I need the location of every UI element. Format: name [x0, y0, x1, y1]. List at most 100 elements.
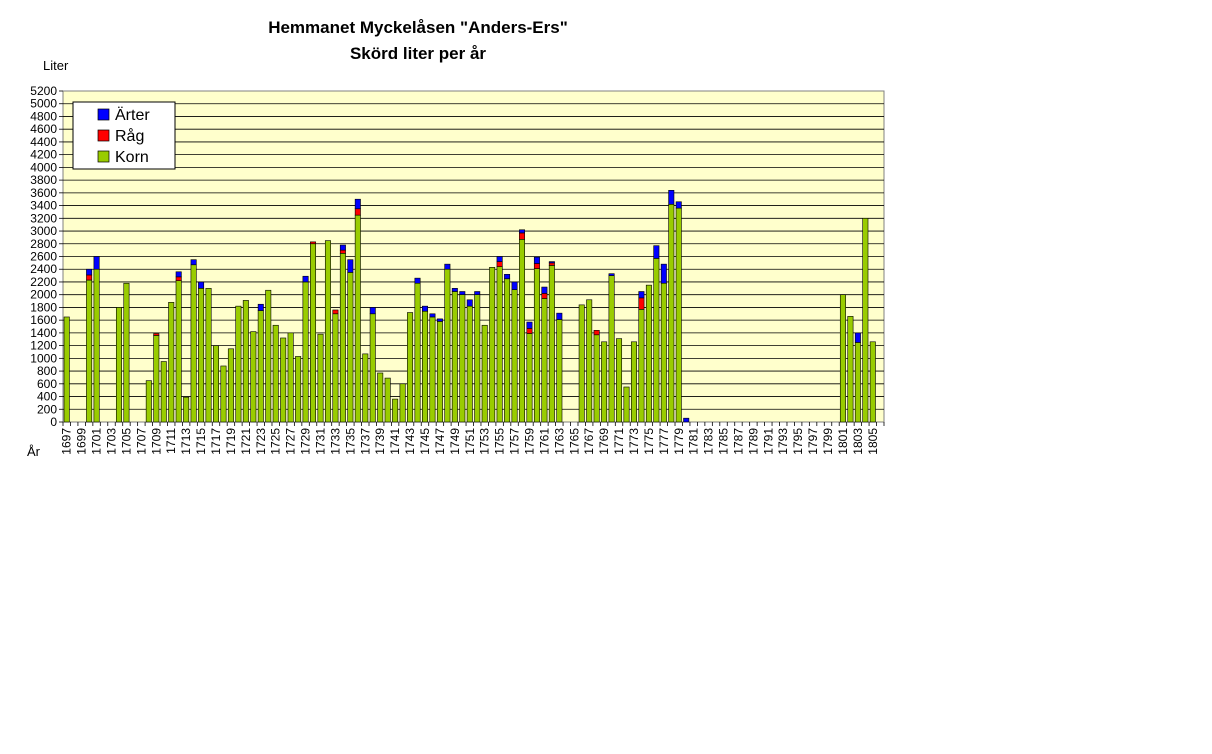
- chart-subtitle: Skörd liter per år: [350, 44, 486, 63]
- x-axis-label: År: [27, 444, 41, 459]
- bar-rag-1755: [496, 261, 503, 267]
- y-tick-label: 800: [37, 364, 57, 378]
- bar-arter-1746: [429, 313, 436, 318]
- x-tick-label: 1715: [194, 428, 208, 455]
- bar-arter-1700: [86, 268, 93, 276]
- x-tick-label: 1719: [224, 428, 238, 455]
- bar-korn-1727: [287, 332, 294, 423]
- bar-rag-1733: [332, 309, 339, 315]
- y-tick-label: 3600: [30, 186, 57, 200]
- y-tick-label: 4800: [30, 109, 57, 123]
- bar-korn-1734: [339, 253, 346, 423]
- x-tick-label: 1727: [284, 428, 298, 455]
- x-tick-label: 1733: [328, 428, 342, 455]
- x-tick-label: 1701: [90, 428, 104, 455]
- x-tick-label: 1741: [388, 428, 402, 455]
- legend-label-rag: Råg: [115, 127, 144, 145]
- x-tick-label: 1757: [508, 428, 522, 455]
- bar-korn-1744: [414, 282, 421, 423]
- bar-arter-1756: [504, 274, 511, 280]
- bar-arter-1712: [175, 271, 182, 278]
- bar-korn-1773: [630, 341, 637, 423]
- x-tick-label: 1699: [75, 428, 89, 455]
- bar-korn-1771: [616, 338, 623, 423]
- bar-korn-1733: [332, 313, 339, 423]
- x-tick-label: 1791: [761, 428, 775, 455]
- y-tick-label: 1800: [30, 300, 57, 314]
- bar-korn-1758: [519, 239, 526, 423]
- x-tick-label: 1723: [254, 428, 268, 455]
- bar-arter-1751: [466, 299, 473, 307]
- bar-korn-1731: [317, 333, 324, 423]
- bar-korn-1741: [392, 398, 399, 423]
- bar-rag-1774: [638, 297, 645, 310]
- legend: Ärter Råg Korn: [72, 101, 176, 170]
- bar-korn-1712: [175, 280, 182, 423]
- bar-korn-1804: [862, 218, 869, 423]
- y-tick-label: 0: [50, 415, 57, 429]
- bar-arter-1776: [653, 245, 660, 259]
- bar-arter-1744: [414, 277, 421, 284]
- x-tick-label: 1771: [612, 428, 626, 455]
- y-tick-label: 4600: [30, 122, 57, 136]
- bar-rag-1700: [86, 274, 93, 281]
- bar-korn-1746: [429, 316, 436, 423]
- bar-rag-1760: [533, 263, 540, 269]
- bar-korn-1774: [638, 309, 645, 423]
- bar-korn-1725: [272, 324, 279, 423]
- bar-korn-1709: [153, 335, 160, 423]
- y-tick-label: 1200: [30, 339, 57, 353]
- bar-korn-1801: [839, 294, 846, 423]
- bar-arter-1763: [556, 312, 563, 320]
- bar-korn-1710: [160, 361, 167, 423]
- x-tick-label: 1751: [463, 428, 477, 455]
- y-tick-label: 1000: [30, 351, 57, 365]
- x-tick-label: 1749: [448, 428, 462, 455]
- bar-korn-1701: [93, 268, 100, 423]
- chart-title: Hemmanet Myckelåsen "Anders-Ers": [268, 18, 568, 37]
- x-tick-label: 1735: [343, 428, 357, 455]
- bar-arter-1750: [459, 291, 466, 295]
- x-tick-label: 1759: [522, 428, 536, 455]
- bar-rag-1758: [519, 232, 526, 240]
- legend-label-korn: Korn: [115, 149, 149, 166]
- bar-korn-1730: [310, 243, 317, 423]
- y-tick-label: 2600: [30, 250, 57, 264]
- bar-arter-1729: [302, 275, 309, 283]
- x-tick-label: 1707: [134, 428, 148, 455]
- bar-korn-1747: [436, 321, 443, 423]
- x-tick-label: 1789: [746, 428, 760, 455]
- bar-arter-1735: [347, 259, 354, 273]
- x-tick-label: 1793: [776, 428, 790, 455]
- bar-arter-1715: [198, 281, 205, 289]
- bar-korn-1760: [533, 268, 540, 423]
- y-tick-label: 3200: [30, 211, 57, 225]
- bar-arter-1770: [608, 273, 615, 276]
- bar-arter-1760: [533, 256, 540, 264]
- bar-korn-1754: [489, 267, 496, 423]
- bar-korn-1711: [168, 302, 175, 423]
- bar-korn-1721: [242, 300, 249, 423]
- y-tick-label: 2400: [30, 262, 57, 276]
- bar-korn-1749: [451, 291, 458, 423]
- bar-rag-1759: [526, 328, 533, 334]
- bar-korn-1763: [556, 319, 563, 423]
- x-tick-label: 1783: [702, 428, 716, 455]
- bar-arter-1738: [369, 307, 376, 315]
- x-tick-label: 1709: [149, 428, 163, 455]
- x-tick-label: 1797: [806, 428, 820, 455]
- bar-korn-1697: [63, 316, 70, 423]
- bar-korn-1767: [586, 299, 593, 423]
- bar-korn-1739: [377, 372, 384, 423]
- bar-korn-1704: [115, 307, 122, 423]
- x-tick-label: 1747: [433, 428, 447, 455]
- bar-korn-1713: [183, 396, 190, 423]
- x-tick-label: 1705: [119, 428, 133, 455]
- bar-arter-1755: [496, 256, 503, 262]
- bar-korn-1778: [668, 204, 675, 423]
- x-tick-label: 1775: [642, 428, 656, 455]
- x-tick-label: 1717: [209, 428, 223, 455]
- bar-korn-1748: [444, 268, 451, 423]
- bar-korn-1803: [854, 342, 861, 423]
